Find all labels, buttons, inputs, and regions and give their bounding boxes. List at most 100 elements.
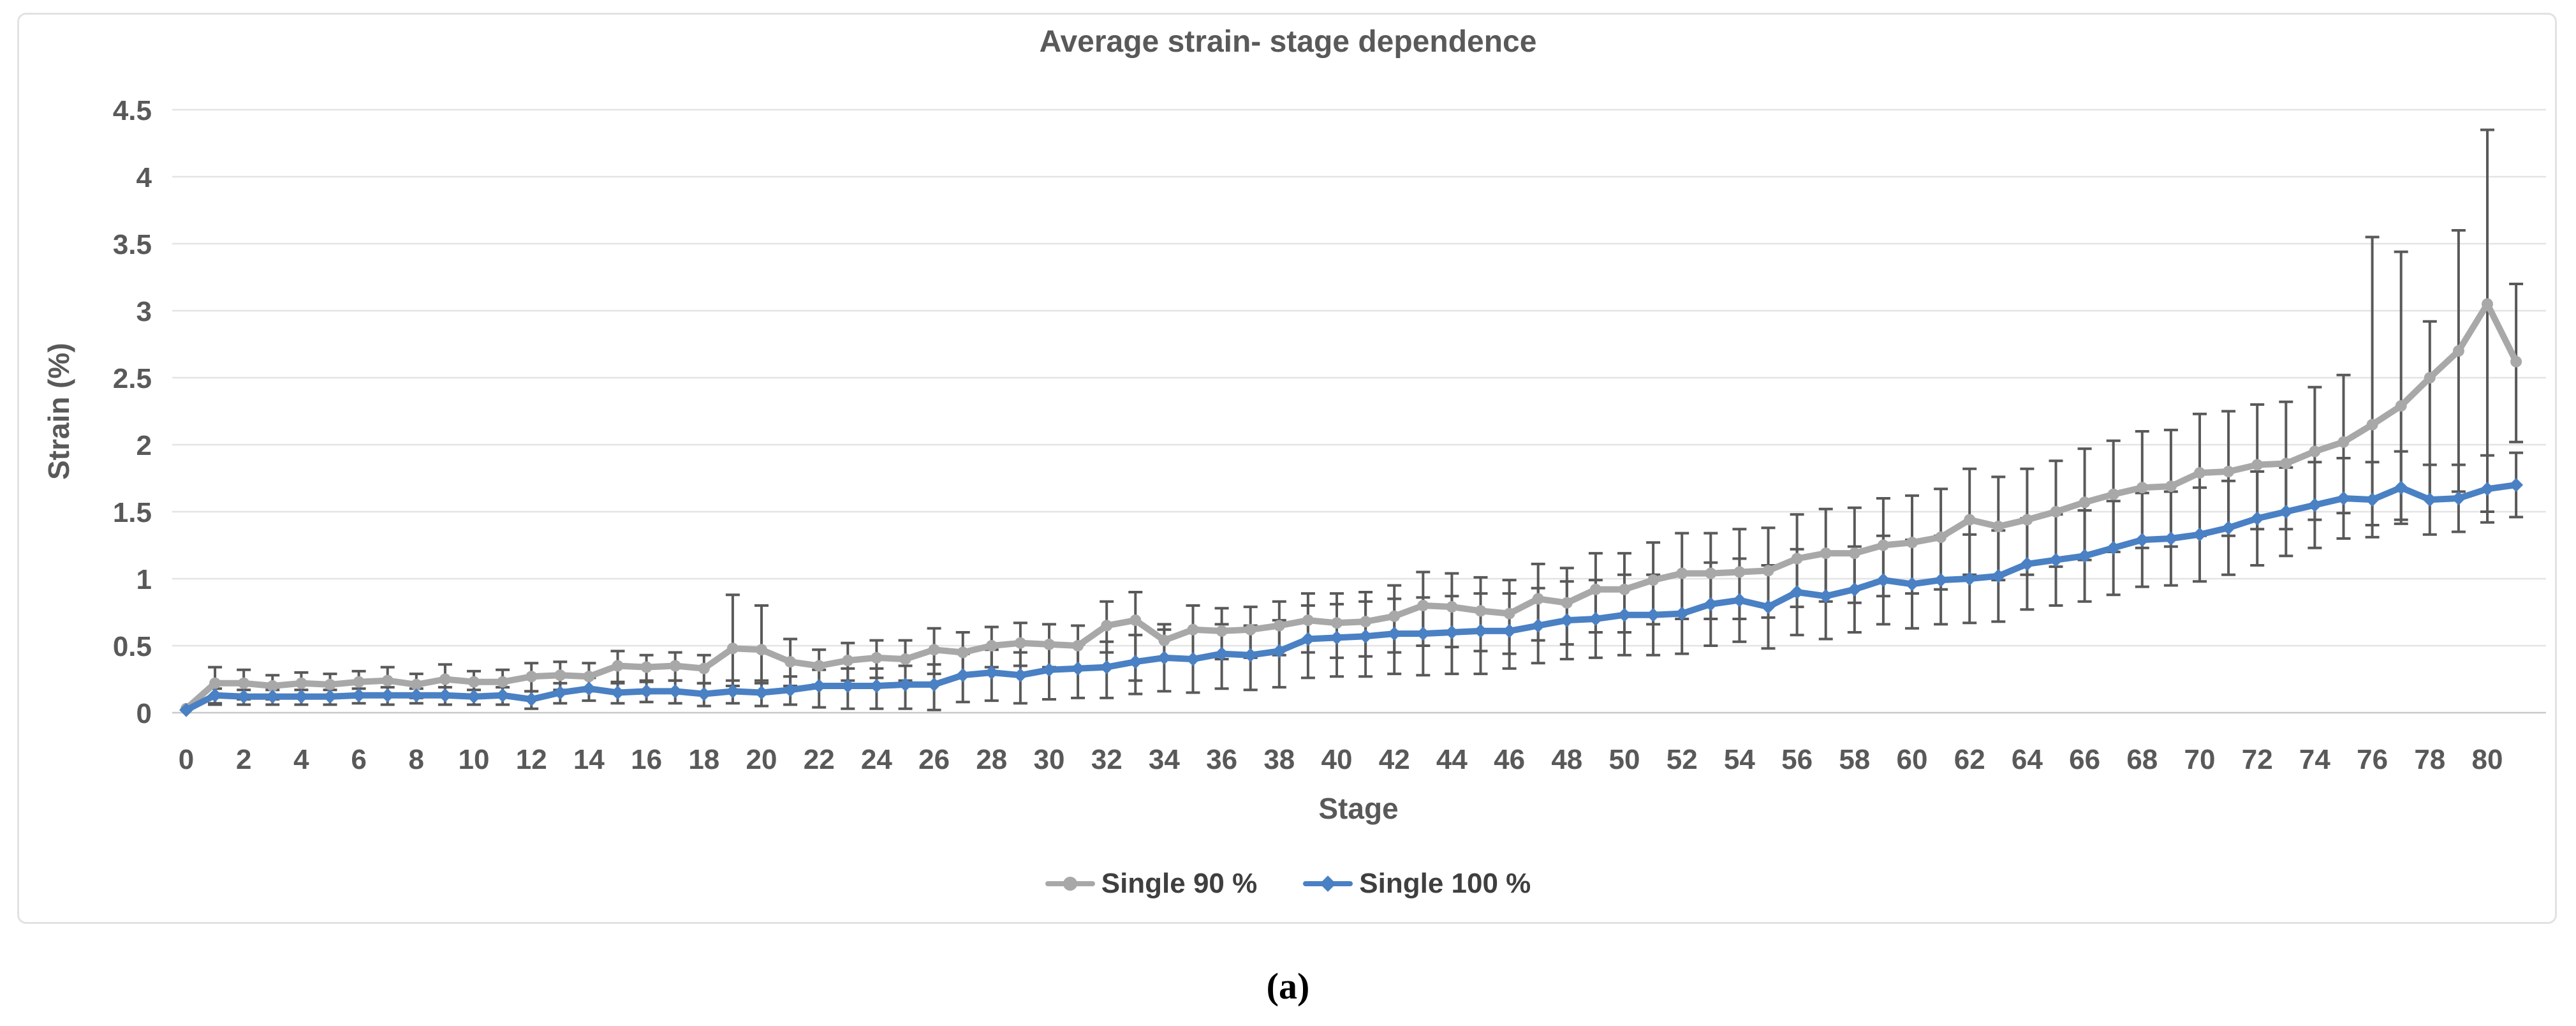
marker-single-100	[783, 683, 798, 697]
marker-single-100	[1358, 629, 1373, 644]
x-tick-label: 58	[1839, 744, 1870, 775]
legend: Single 90 % Single 100 %	[0, 861, 2576, 906]
x-tick-label: 28	[976, 744, 1007, 775]
marker-single-100	[2279, 505, 2293, 519]
marker-single-90	[2079, 496, 2091, 509]
marker-single-100	[1905, 577, 1919, 591]
y-tick-label: 3	[136, 296, 152, 327]
x-tick-label: 52	[1667, 744, 1698, 775]
x-tick-label: 64	[2012, 744, 2043, 775]
y-tick-label: 4.5	[113, 95, 152, 126]
x-tick-label: 56	[1781, 744, 1813, 775]
marker-single-90	[1877, 539, 1889, 551]
x-tick-label: 60	[1897, 744, 1928, 775]
marker-single-100	[467, 689, 481, 704]
marker-single-90	[1331, 617, 1343, 629]
marker-single-90	[353, 676, 365, 688]
x-tick-label: 68	[2126, 744, 2158, 775]
marker-single-100	[2509, 478, 2524, 492]
x-axis-title: Stage	[1318, 792, 1399, 825]
marker-single-100	[1847, 582, 1862, 597]
marker-single-100	[1100, 660, 1114, 674]
marker-single-100	[1876, 573, 1890, 588]
x-tick-label: 62	[1954, 744, 1985, 775]
marker-single-90	[295, 677, 307, 689]
figure-caption: (a)	[1266, 965, 1310, 1007]
marker-single-100	[2250, 511, 2265, 526]
x-tick-label: 34	[1149, 744, 1180, 775]
marker-single-100	[984, 665, 999, 680]
marker-single-90	[1589, 583, 1601, 595]
marker-single-100	[1559, 613, 1574, 628]
marker-single-90	[410, 678, 422, 690]
marker-single-90	[640, 661, 652, 673]
marker-single-100	[725, 684, 740, 699]
marker-single-90	[871, 651, 883, 664]
legend-diamond-marker-icon	[1303, 874, 1353, 893]
x-tick-label: 20	[746, 744, 777, 775]
marker-single-90	[1676, 567, 1688, 579]
chart-title: Average strain- stage dependence	[1039, 25, 1537, 59]
marker-single-90	[2136, 482, 2148, 494]
x-tick-label: 44	[1436, 744, 1468, 775]
marker-single-90	[813, 660, 825, 672]
marker-single-100	[2307, 498, 2322, 512]
marker-single-90	[1273, 620, 1285, 632]
x-tick-label: 26	[918, 744, 950, 775]
marker-single-100	[1416, 627, 1431, 641]
x-tick-label: 18	[688, 744, 719, 775]
x-tick-label: 16	[631, 744, 662, 775]
marker-single-90	[2309, 445, 2321, 457]
marker-single-90	[1532, 593, 1544, 605]
marker-single-90	[1647, 574, 1660, 586]
x-tick-label: 38	[1263, 744, 1295, 775]
marker-single-90	[1848, 547, 1860, 560]
marker-single-90	[238, 677, 250, 689]
marker-single-90	[2194, 467, 2205, 479]
marker-single-90	[1791, 553, 1803, 565]
marker-single-90	[669, 660, 681, 672]
marker-single-90	[1475, 605, 1487, 617]
marker-single-90	[2165, 480, 2177, 493]
marker-single-100	[1387, 627, 1402, 641]
marker-single-90	[439, 673, 451, 685]
x-tick-label: 42	[1379, 744, 1410, 775]
marker-single-100	[1300, 632, 1315, 646]
marker-single-100	[1445, 625, 1459, 639]
marker-single-90	[2366, 419, 2378, 431]
marker-single-90	[1992, 521, 2005, 533]
y-tick-label: 3.5	[113, 229, 152, 260]
marker-single-90	[2510, 355, 2522, 368]
x-tick-label: 74	[2299, 744, 2330, 775]
marker-single-100	[955, 668, 970, 683]
legend-label-single-100: Single 100 %	[1359, 868, 1531, 899]
marker-single-100	[2394, 480, 2408, 495]
marker-single-90	[526, 671, 538, 683]
marker-single-90	[1216, 625, 1228, 637]
marker-single-100	[1502, 623, 1517, 638]
x-tick-label: 8	[409, 744, 424, 775]
marker-single-90	[497, 676, 509, 688]
marker-single-100	[1128, 655, 1143, 669]
legend-item-single-100: Single 100 %	[1303, 868, 1531, 900]
marker-single-90	[2223, 466, 2235, 477]
marker-single-90	[756, 644, 767, 656]
marker-single-100	[1243, 648, 1258, 662]
marker-single-100	[898, 677, 913, 692]
marker-single-100	[869, 679, 884, 693]
marker-single-100	[696, 687, 711, 701]
marker-single-90	[267, 680, 279, 692]
marker-single-100	[582, 681, 596, 696]
marker-single-100	[2422, 493, 2437, 507]
marker-single-100	[1588, 612, 1603, 626]
marker-single-90	[468, 676, 480, 688]
marker-single-100	[1761, 600, 1776, 614]
marker-single-90	[1446, 601, 1458, 613]
marker-single-100	[2106, 540, 2121, 555]
x-tick-label: 24	[861, 744, 892, 775]
marker-single-100	[1646, 607, 1661, 622]
marker-single-90	[2107, 488, 2119, 500]
y-tick-label: 1	[136, 564, 152, 595]
marker-single-90	[842, 655, 854, 667]
